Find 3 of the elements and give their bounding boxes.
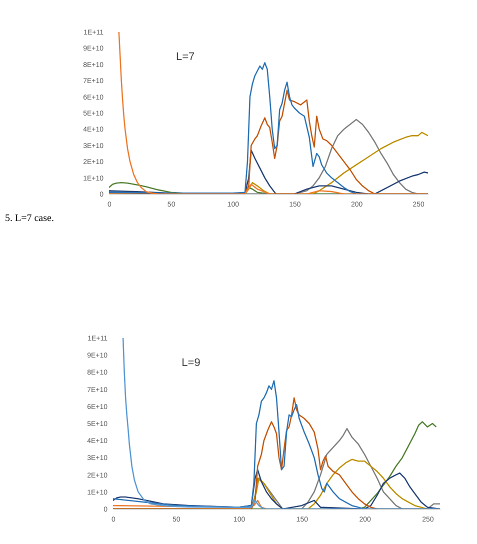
text: 5. L=7 case. xyxy=(5,213,54,224)
annotation: L=7 xyxy=(176,51,195,63)
annotation: L=9 xyxy=(182,357,200,369)
